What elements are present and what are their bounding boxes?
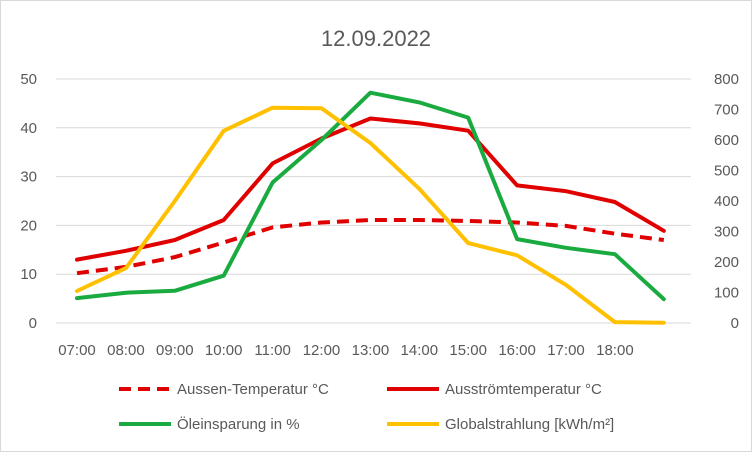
series-line bbox=[75, 90, 666, 302]
x-tick-label: 08:00 bbox=[107, 342, 145, 359]
x-tick-label: 14:00 bbox=[401, 342, 439, 359]
x-tick-label: 10:00 bbox=[205, 342, 243, 359]
x-tick-label: 12:00 bbox=[303, 342, 341, 359]
right-tick-label: 600 bbox=[714, 132, 739, 149]
gridlines bbox=[56, 78, 691, 324]
x-tick-label: 07:00 bbox=[58, 342, 96, 359]
right-tick-label: 700 bbox=[714, 102, 739, 119]
legend-label: Ausströmtemperatur °C bbox=[445, 381, 602, 398]
left-tick-label: 30 bbox=[20, 169, 37, 186]
right-tick-label: 200 bbox=[714, 254, 739, 271]
chart-title: 12.09.2022 bbox=[321, 26, 431, 51]
right-axis-ticks: 0 100 200 300 400 500 600 700 800 bbox=[714, 71, 739, 332]
x-tick-label: 11:00 bbox=[254, 342, 290, 359]
right-tick-label: 0 bbox=[731, 315, 739, 332]
left-tick-label: 10 bbox=[20, 266, 37, 283]
legend-label: Aussen-Temperatur °C bbox=[177, 381, 329, 398]
legend-label: Öleinsparung in % bbox=[177, 415, 300, 433]
series-line bbox=[76, 218, 665, 276]
x-tick-label: 18:00 bbox=[596, 342, 634, 359]
series-line bbox=[75, 105, 666, 325]
left-axis-ticks: 0 10 20 30 40 50 bbox=[20, 71, 37, 332]
left-tick-label: 40 bbox=[20, 120, 37, 137]
right-tick-label: 500 bbox=[714, 163, 739, 180]
legend-label: Globalstrahlung [kWh/m²] bbox=[445, 416, 614, 433]
left-tick-label: 20 bbox=[20, 217, 37, 234]
x-tick-label: 13:00 bbox=[352, 342, 390, 359]
x-tick-label: 16:00 bbox=[498, 342, 536, 359]
right-tick-label: 400 bbox=[714, 193, 739, 210]
x-tick-label: 17:00 bbox=[547, 342, 585, 359]
legend: Aussen-Temperatur °C Ausströmtemperatur °… bbox=[119, 381, 614, 433]
right-tick-label: 100 bbox=[714, 285, 739, 302]
series-lines bbox=[75, 90, 666, 325]
left-tick-label: 50 bbox=[20, 71, 37, 88]
left-tick-label: 0 bbox=[29, 315, 37, 332]
series-line bbox=[75, 116, 666, 262]
right-tick-label: 300 bbox=[714, 224, 739, 241]
x-tick-label: 09:00 bbox=[156, 342, 194, 359]
x-axis-ticks: 07:00 08:00 09:00 10:00 11:00 12:00 13:00 14:00… bbox=[58, 342, 633, 359]
x-tick-label: 15:00 bbox=[449, 342, 487, 359]
right-tick-label: 800 bbox=[714, 71, 739, 88]
